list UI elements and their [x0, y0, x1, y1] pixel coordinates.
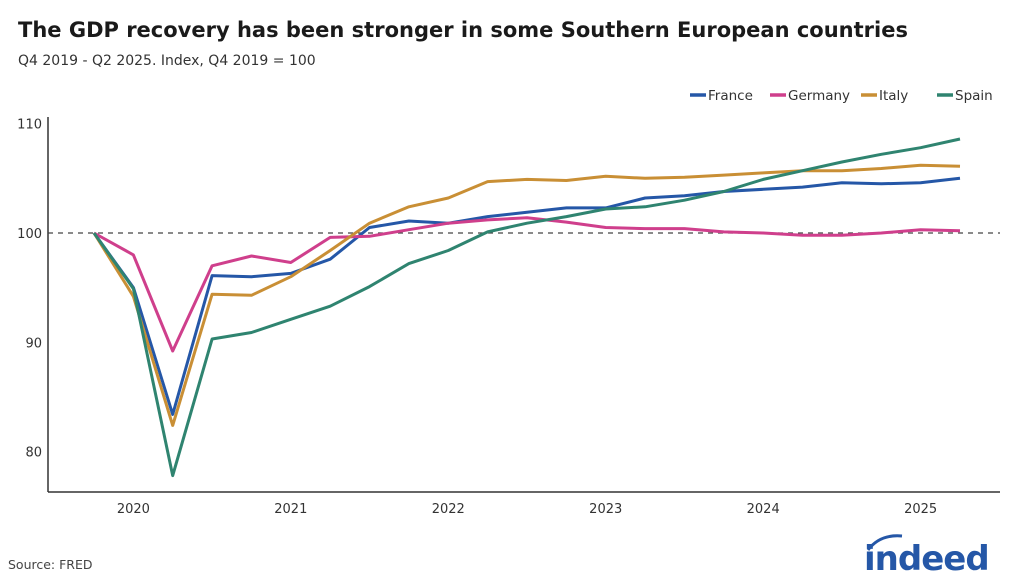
legend-label-spain: Spain	[955, 88, 993, 104]
x-tick-label: 2021	[274, 502, 307, 517]
y-tick-label: 90	[25, 336, 42, 351]
svg-text:indeed: indeed	[864, 539, 989, 575]
x-tick-label: 2024	[747, 502, 780, 517]
legend-label-italy: Italy	[879, 88, 908, 104]
x-tick-label: 2023	[589, 502, 622, 517]
source-note: Source: FRED	[8, 557, 93, 572]
series-line-italy	[92, 163, 961, 427]
series-line-spain	[92, 137, 961, 478]
y-tick-label: 80	[25, 446, 42, 461]
chart-title: The GDP recovery has been stronger in so…	[18, 18, 908, 42]
x-tick-label: 2020	[117, 502, 150, 517]
y-tick-label: 100	[17, 227, 42, 242]
x-tick-label: 2025	[904, 502, 937, 517]
x-tick-label: 2022	[432, 502, 465, 517]
indeed-logo: indeed	[864, 534, 990, 575]
series-line-france	[92, 176, 961, 416]
y-tick-label: 110	[17, 118, 42, 133]
legend-label-france: France	[708, 88, 753, 104]
chart-subtitle: Q4 2019 - Q2 2025. Index, Q4 2019 = 100	[18, 53, 316, 69]
legend-label-germany: Germany	[788, 88, 850, 104]
series-line-germany	[93, 216, 961, 353]
